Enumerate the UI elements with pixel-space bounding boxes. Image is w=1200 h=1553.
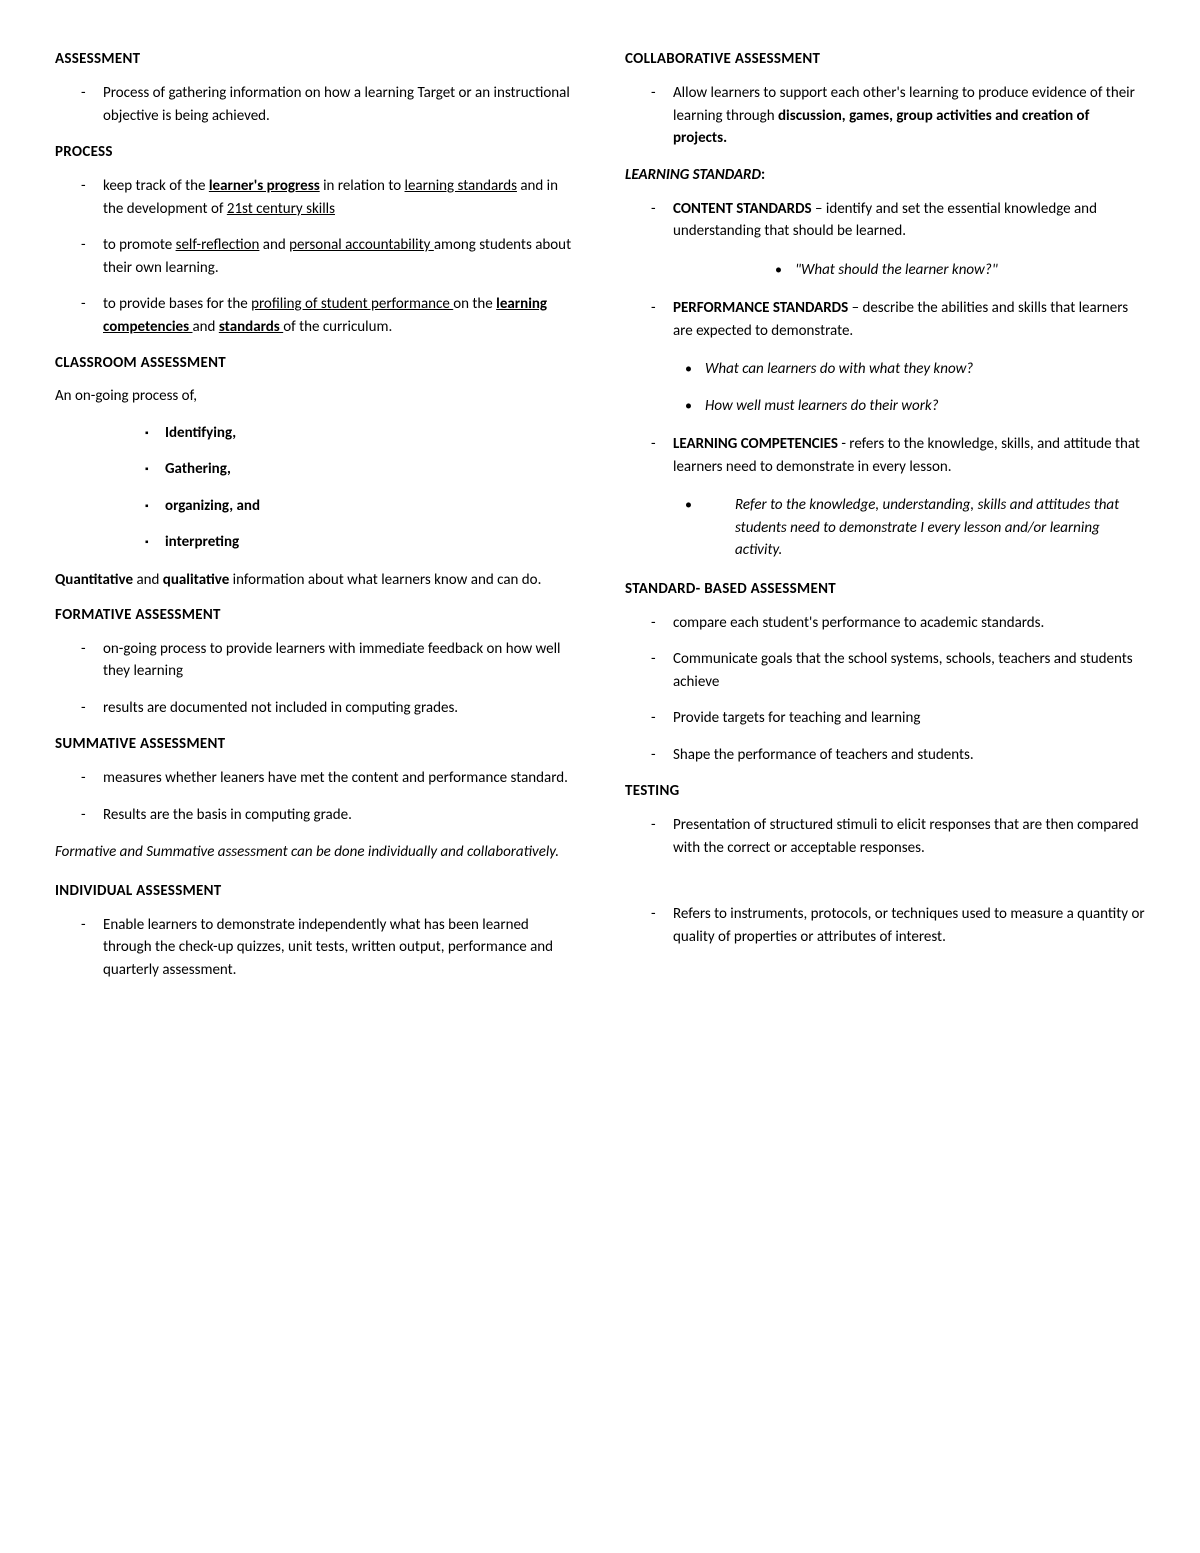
heading-testing: TESTING — [625, 782, 1145, 800]
list-item: results are documented not included in c… — [55, 697, 575, 720]
heading-assessment: ASSESSMENT — [55, 50, 575, 68]
heading-sba: STANDARD- BASED ASSESSMENT — [625, 580, 1145, 598]
testing-list-2: Refers to instruments, protocols, or tec… — [625, 903, 1145, 948]
heading-summative: SUMMATIVE ASSESSMENT — [55, 735, 575, 753]
text: information about what learners know and… — [229, 571, 541, 589]
list-item: What can learners do with what they know… — [625, 358, 1145, 381]
list-item: Gathering, — [55, 458, 575, 481]
text: Gathering, — [165, 460, 231, 478]
text: Identifying, — [165, 424, 236, 442]
text: How well must learners do their work? — [705, 397, 939, 415]
perf-std-list: PERFORMANCE STANDARDS – describe the abi… — [625, 297, 1145, 342]
text: 21st century skills — [227, 200, 335, 218]
text: to promote — [103, 236, 176, 254]
list-item: Provide targets for teaching and learnin… — [625, 707, 1145, 730]
classroom-post: Quantitative and qualitative information… — [55, 570, 575, 592]
text: LEARNING COMPETENCIES — [673, 435, 838, 453]
text: Quantitative — [55, 571, 133, 589]
list-item: to provide bases for the profiling of st… — [55, 293, 575, 338]
content-std-sub: "What should the learner know?" — [625, 259, 1145, 282]
assessment-list: Process of gathering information on how … — [55, 82, 575, 127]
heading-classroom: CLASSROOM ASSESSMENT — [55, 354, 575, 372]
perf-std-sub: What can learners do with what they know… — [625, 358, 1145, 417]
text: What can learners do with what they know… — [705, 360, 973, 378]
formative-list: on-going process to provide learners wit… — [55, 638, 575, 720]
text: CONTENT STANDARDS — [673, 200, 812, 218]
text: self-reflection — [176, 236, 260, 254]
list-item: on-going process to provide learners wit… — [55, 638, 575, 683]
list-item: Identifying, — [55, 422, 575, 445]
text: interpreting — [165, 533, 239, 551]
heading-process: PROCESS — [55, 143, 575, 161]
page: ASSESSMENT Process of gathering informat… — [0, 0, 1200, 1553]
summative-list: measures whether leaners have met the co… — [55, 767, 575, 826]
classroom-list: Identifying, Gathering, organizing, and … — [55, 422, 575, 554]
lc-list: LEARNING COMPETENCIES - refers to the kn… — [625, 433, 1145, 478]
right-column: COLLABORATIVE ASSESSMENT Allow learners … — [625, 50, 1145, 1503]
text: : — [761, 166, 765, 184]
text: LEARNING STANDARD — [625, 166, 761, 184]
text: and — [192, 318, 218, 336]
text: standards — [219, 318, 283, 336]
text: organizing, and — [165, 497, 260, 515]
summative-note: Formative and Summative assessment can b… — [55, 842, 575, 864]
list-item: Presentation of structured stimuli to el… — [625, 814, 1145, 859]
text: in relation to — [320, 177, 405, 195]
list-item: Refer to the knowledge, understanding, s… — [625, 494, 1145, 562]
text: and — [259, 236, 289, 254]
sba-list: compare each student's performance to ac… — [625, 612, 1145, 767]
list-item: Allow learners to support each other's l… — [625, 82, 1145, 150]
text: qualitative — [163, 571, 229, 589]
list-item: Shape the performance of teachers and st… — [625, 744, 1145, 767]
heading-formative: FORMATIVE ASSESSMENT — [55, 606, 575, 624]
left-column: ASSESSMENT Process of gathering informat… — [55, 50, 575, 1503]
list-item: keep track of the learner's progress in … — [55, 175, 575, 220]
list-item: How well must learners do their work? — [625, 395, 1145, 418]
process-list: keep track of the learner's progress in … — [55, 175, 575, 338]
text: and — [133, 571, 163, 589]
list-item: CONTENT STANDARDS – identify and set the… — [625, 198, 1145, 243]
heading-learning-standard: LEARNING STANDARD: — [625, 166, 1145, 184]
lc-sub: Refer to the knowledge, understanding, s… — [625, 494, 1145, 562]
text: PERFORMANCE STANDARDS — [673, 299, 848, 317]
list-item: Communicate goals that the school system… — [625, 648, 1145, 693]
text: personal accountability — [289, 236, 434, 254]
list-item: Enable learners to demonstrate independe… — [55, 914, 575, 982]
list-item: organizing, and — [55, 495, 575, 518]
learning-standard-list: CONTENT STANDARDS – identify and set the… — [625, 198, 1145, 243]
text: keep track of the — [103, 177, 209, 195]
list-item: PERFORMANCE STANDARDS – describe the abi… — [625, 297, 1145, 342]
list-item: Refers to instruments, protocols, or tec… — [625, 903, 1145, 948]
collab-list: Allow learners to support each other's l… — [625, 82, 1145, 150]
testing-list: Presentation of structured stimuli to el… — [625, 814, 1145, 859]
text: learning standards — [405, 177, 517, 195]
text: to provide bases for the — [103, 295, 251, 313]
heading-individual: INDIVIDUAL ASSESSMENT — [55, 882, 575, 900]
spacer — [625, 875, 1145, 903]
individual-list: Enable learners to demonstrate independe… — [55, 914, 575, 982]
text: learner's progress — [209, 177, 320, 195]
list-item: to promote self-reflection and personal … — [55, 234, 575, 279]
list-item: compare each student's performance to ac… — [625, 612, 1145, 635]
heading-collaborative: COLLABORATIVE ASSESSMENT — [625, 50, 1145, 68]
text: "What should the learner know?" — [795, 261, 998, 279]
text: profiling of student performance — [251, 295, 453, 313]
text: of the curriculum. — [283, 318, 392, 336]
list-item: Process of gathering information on how … — [55, 82, 575, 127]
text: Refer to the knowledge, understanding, s… — [735, 496, 1119, 559]
list-item: Results are the basis in computing grade… — [55, 804, 575, 827]
list-item: measures whether leaners have met the co… — [55, 767, 575, 790]
list-item: "What should the learner know?" — [625, 259, 1145, 282]
text: on the — [453, 295, 496, 313]
classroom-intro: An on-going process of, — [55, 386, 575, 408]
list-item: LEARNING COMPETENCIES - refers to the kn… — [625, 433, 1145, 478]
list-item: interpreting — [55, 531, 575, 554]
